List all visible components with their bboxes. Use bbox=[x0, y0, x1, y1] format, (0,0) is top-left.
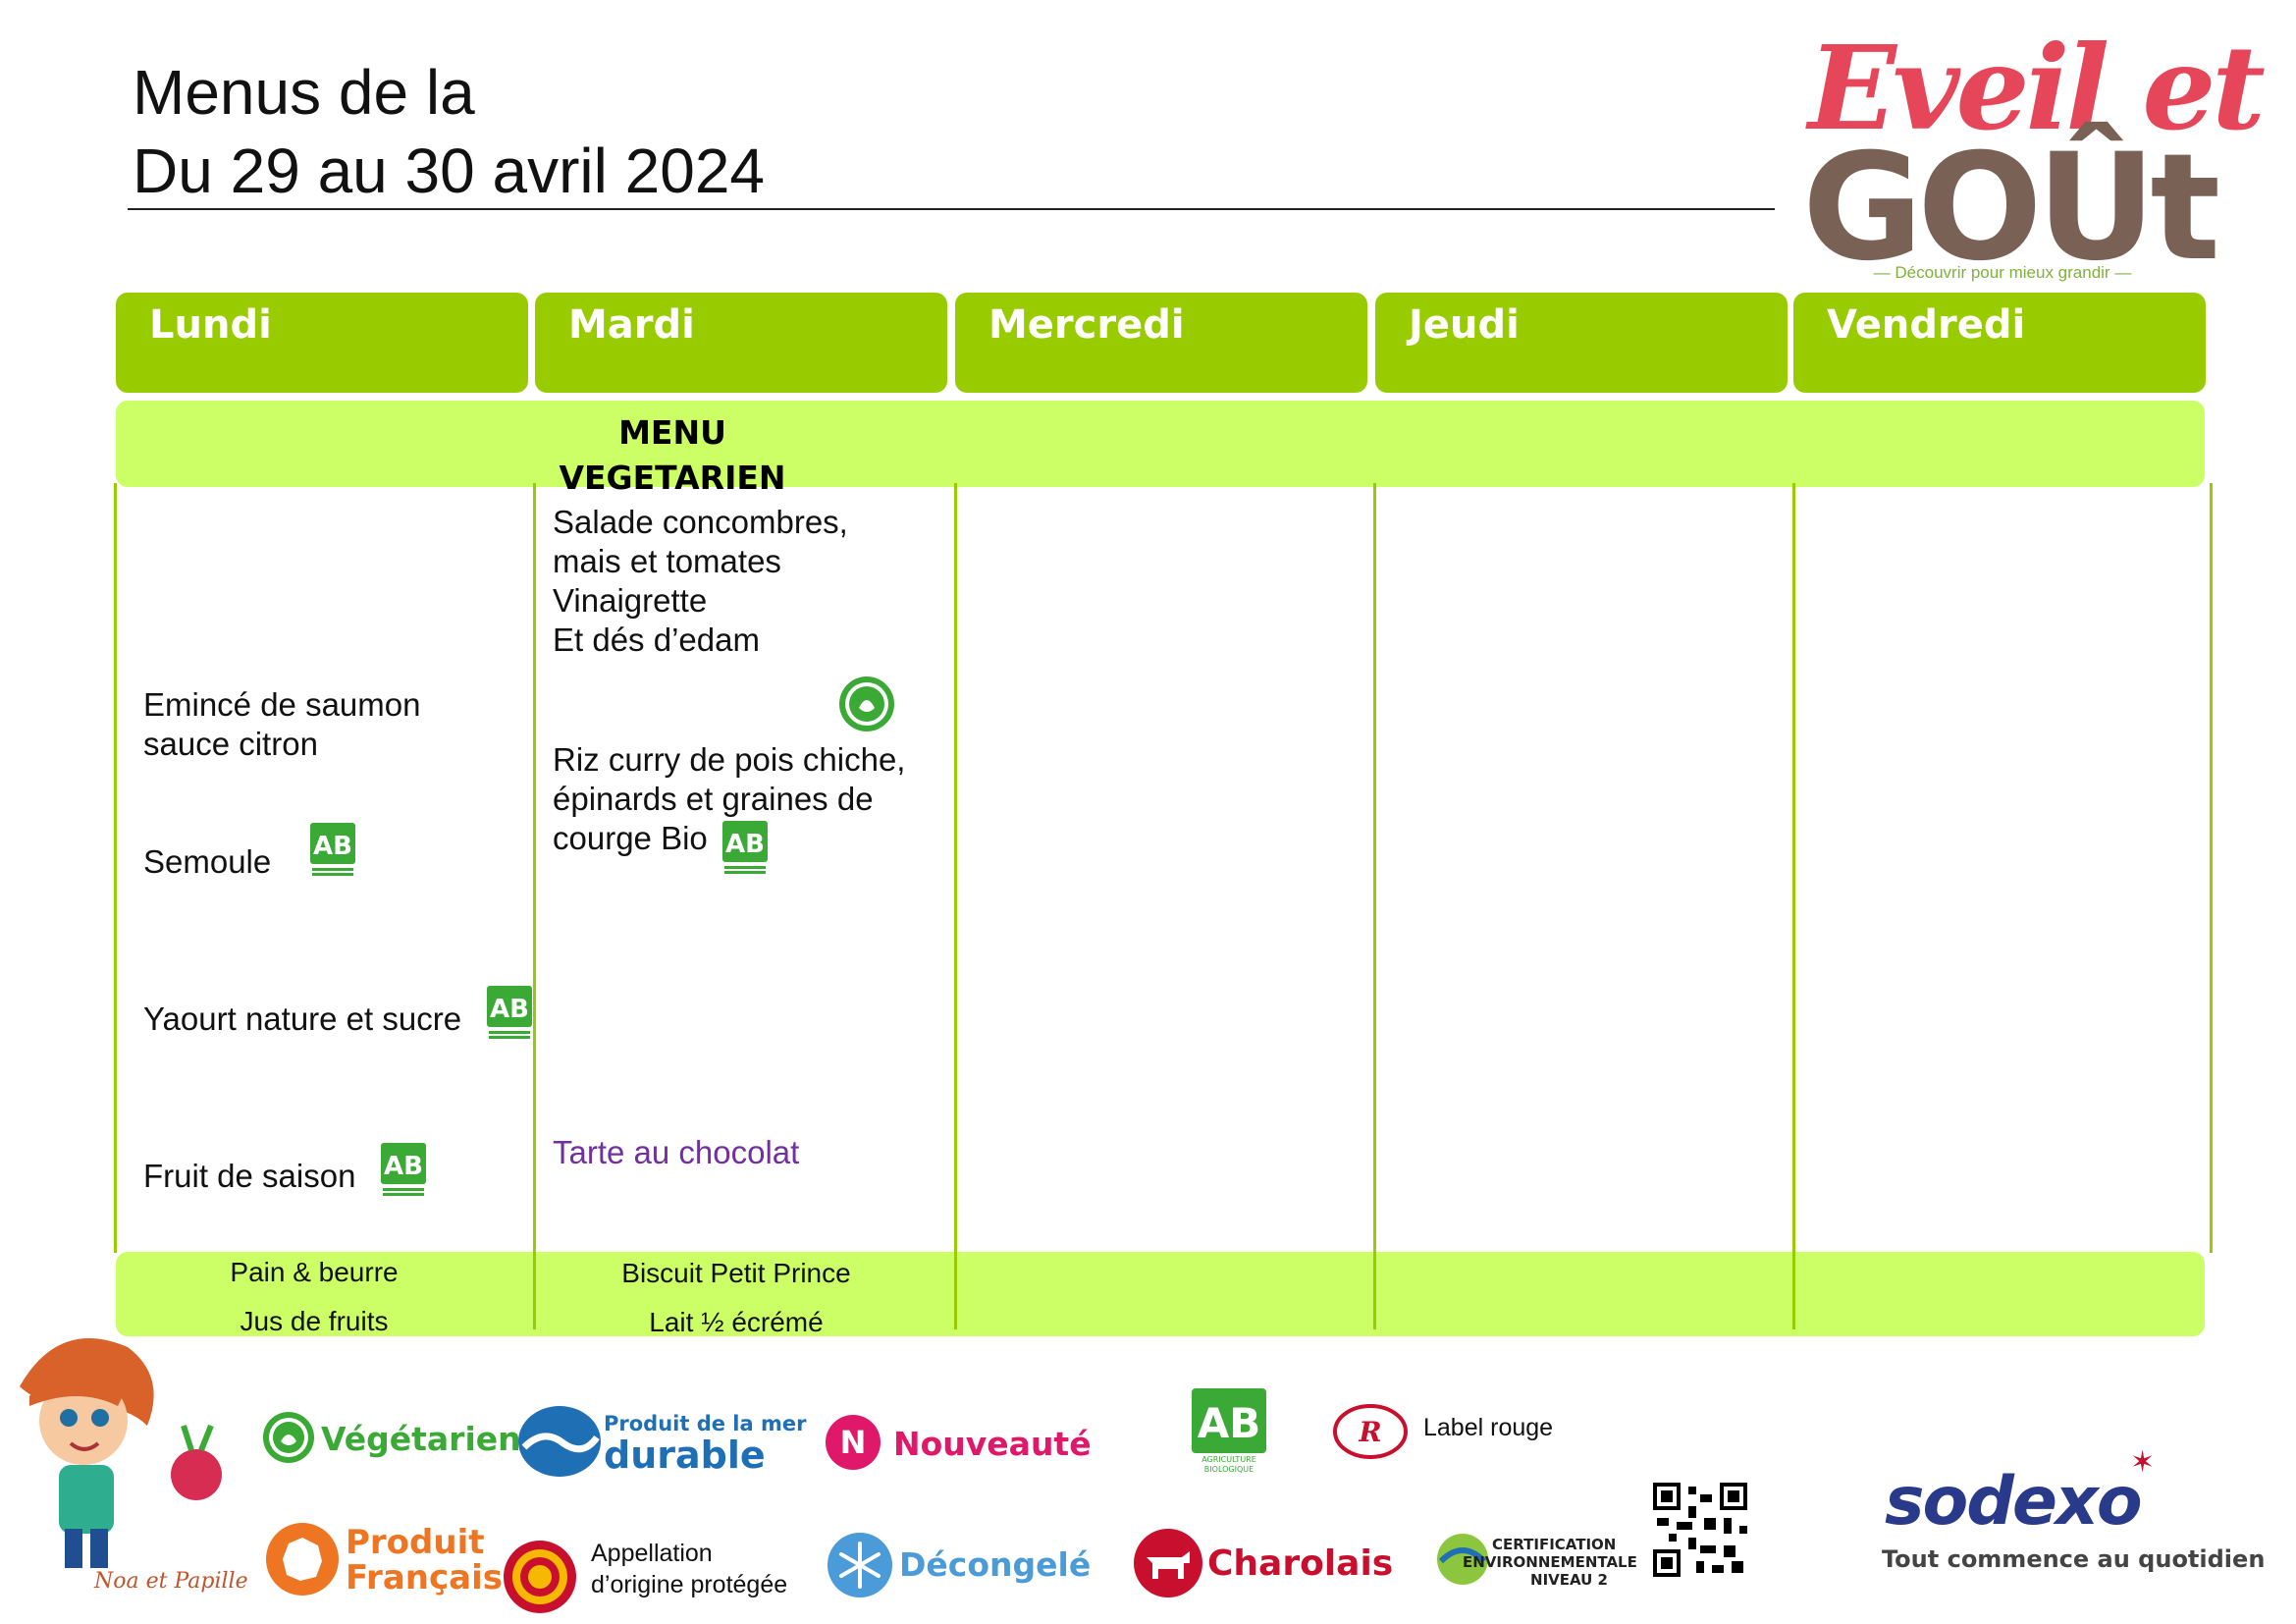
column-divider bbox=[954, 483, 957, 1329]
snack-band bbox=[116, 1252, 2205, 1336]
column-divider bbox=[114, 483, 117, 1253]
lundi-laitage: Yaourt nature et sucre bbox=[143, 1001, 462, 1037]
svg-text:AB: AB bbox=[1198, 1399, 1261, 1447]
svg-text:AB: AB bbox=[313, 832, 352, 861]
column-divider bbox=[1373, 483, 1376, 1329]
page-title: Menus de la bbox=[133, 57, 475, 128]
column-divider bbox=[1792, 483, 1795, 1329]
sodexo-star-icon: ✶ bbox=[2130, 1445, 2156, 1480]
legend-cert-3: NIVEAU 2 bbox=[1530, 1571, 1608, 1589]
france-map-icon bbox=[266, 1523, 339, 1596]
legend-cert-1: CERTIFICATION bbox=[1492, 1536, 1617, 1553]
fish-wave-icon bbox=[518, 1406, 601, 1477]
lundi-dessert: Fruit de saison bbox=[143, 1158, 356, 1194]
mardi-plat: Riz curry de pois chiche, épinards et gr… bbox=[553, 741, 906, 856]
eveil-et-gout-logo: Eveil et GOÛt — Découvrir pour mieux gra… bbox=[1796, 20, 2266, 294]
qr-code bbox=[1649, 1479, 1751, 1581]
ab-bio-icon: AB bbox=[381, 1143, 426, 1196]
svg-text:R: R bbox=[1358, 1416, 1381, 1448]
column-divider bbox=[2210, 483, 2213, 1253]
svg-text:N: N bbox=[840, 1424, 867, 1461]
brand-tagline-text: Découvrir pour mieux grandir bbox=[1895, 263, 2110, 282]
label-rouge-icon: R bbox=[1333, 1404, 1408, 1459]
legend-aop: Appellation d’origine protégée bbox=[591, 1540, 788, 1598]
lundi-gouter-2: Jus de fruits bbox=[240, 1306, 389, 1336]
sodexo-name: sodexo bbox=[1885, 1463, 2143, 1541]
legend-charolais: Charolais bbox=[1207, 1543, 1394, 1584]
sodexo-tagline: Tout commence au quotidien bbox=[1882, 1545, 2266, 1573]
legend-vegetarien: Végétarien bbox=[321, 1420, 521, 1458]
column-divider bbox=[533, 483, 536, 1329]
mascot-caption: Noa et Papille bbox=[94, 1569, 248, 1594]
ab-caption-2: BIOLOGIQUE bbox=[1203, 1465, 1255, 1474]
legend-nouveaute: Nouveauté bbox=[893, 1425, 1092, 1463]
legend-label-rouge: Label rouge bbox=[1423, 1414, 1554, 1441]
title-divider bbox=[128, 208, 1775, 210]
brand-tagline: — Découvrir pour mieux grandir — bbox=[1873, 263, 2132, 282]
ab-bio-icon: AB bbox=[310, 823, 355, 876]
sodexo-logo: sodexo ✶ Tout commence au quotidien bbox=[1870, 1443, 2265, 1591]
aop-seal-icon bbox=[504, 1541, 576, 1613]
mardi-dessert: Tarte au chocolat bbox=[553, 1134, 800, 1170]
theme-band bbox=[116, 401, 2205, 487]
day-header-jeudi: Jeudi bbox=[1375, 293, 1788, 393]
brand-name-bottom: GOÛt bbox=[1802, 123, 2220, 294]
lundi-plat: Emincé de saumon sauce citron bbox=[143, 686, 421, 762]
svg-text:AB: AB bbox=[725, 830, 765, 859]
ab-bio-icon: AB bbox=[722, 821, 768, 874]
vegetarian-icon bbox=[263, 1412, 314, 1463]
date-range: Du 29 au 30 avril 2024 bbox=[133, 135, 765, 206]
legend-decongele: Décongelé bbox=[899, 1545, 1092, 1584]
legend-produit-1: Produit bbox=[346, 1523, 485, 1562]
ab-bio-icon: AB bbox=[487, 986, 532, 1039]
day-header-lundi: Lundi bbox=[116, 293, 528, 393]
certification-icon bbox=[1437, 1534, 1488, 1585]
mardi-entree: Salade concombres, mais et tomates Vinai… bbox=[553, 504, 848, 658]
mardi-gouter-1: Biscuit Petit Prince bbox=[621, 1258, 851, 1288]
nouveaute-icon: N bbox=[826, 1415, 881, 1470]
ab-caption-1: AGRICULTURE bbox=[1201, 1455, 1256, 1464]
lundi-gouter-1: Pain & beurre bbox=[230, 1257, 399, 1287]
menu-vegetarien-label: MENU VEGETARIEN bbox=[559, 413, 786, 497]
vegetarian-icon bbox=[839, 677, 894, 731]
day-header-vendredi: Vendredi bbox=[1793, 293, 2206, 393]
lundi-accompagnement: Semoule bbox=[143, 843, 272, 880]
legend-produit-2: Français bbox=[346, 1558, 503, 1597]
ab-bio-logo: AB bbox=[1192, 1388, 1266, 1453]
mascot-illustration bbox=[20, 1338, 222, 1568]
day-header-mercredi: Mercredi bbox=[955, 293, 1367, 393]
cow-icon bbox=[1134, 1529, 1202, 1597]
legend-mer-top: Produit de la mer bbox=[604, 1412, 807, 1435]
mardi-gouter-2: Lait ½ écrémé bbox=[649, 1307, 824, 1337]
day-header-mardi: Mardi bbox=[535, 293, 947, 393]
legend-cert-2: ENVIRONNEMENTALE bbox=[1463, 1553, 1637, 1571]
svg-text:AB: AB bbox=[384, 1152, 423, 1181]
snowflake-icon bbox=[828, 1533, 892, 1597]
legend-mer-bottom: durable bbox=[604, 1434, 766, 1477]
svg-text:AB: AB bbox=[490, 995, 529, 1024]
brand-name-top: Eveil et bbox=[1808, 20, 2266, 156]
